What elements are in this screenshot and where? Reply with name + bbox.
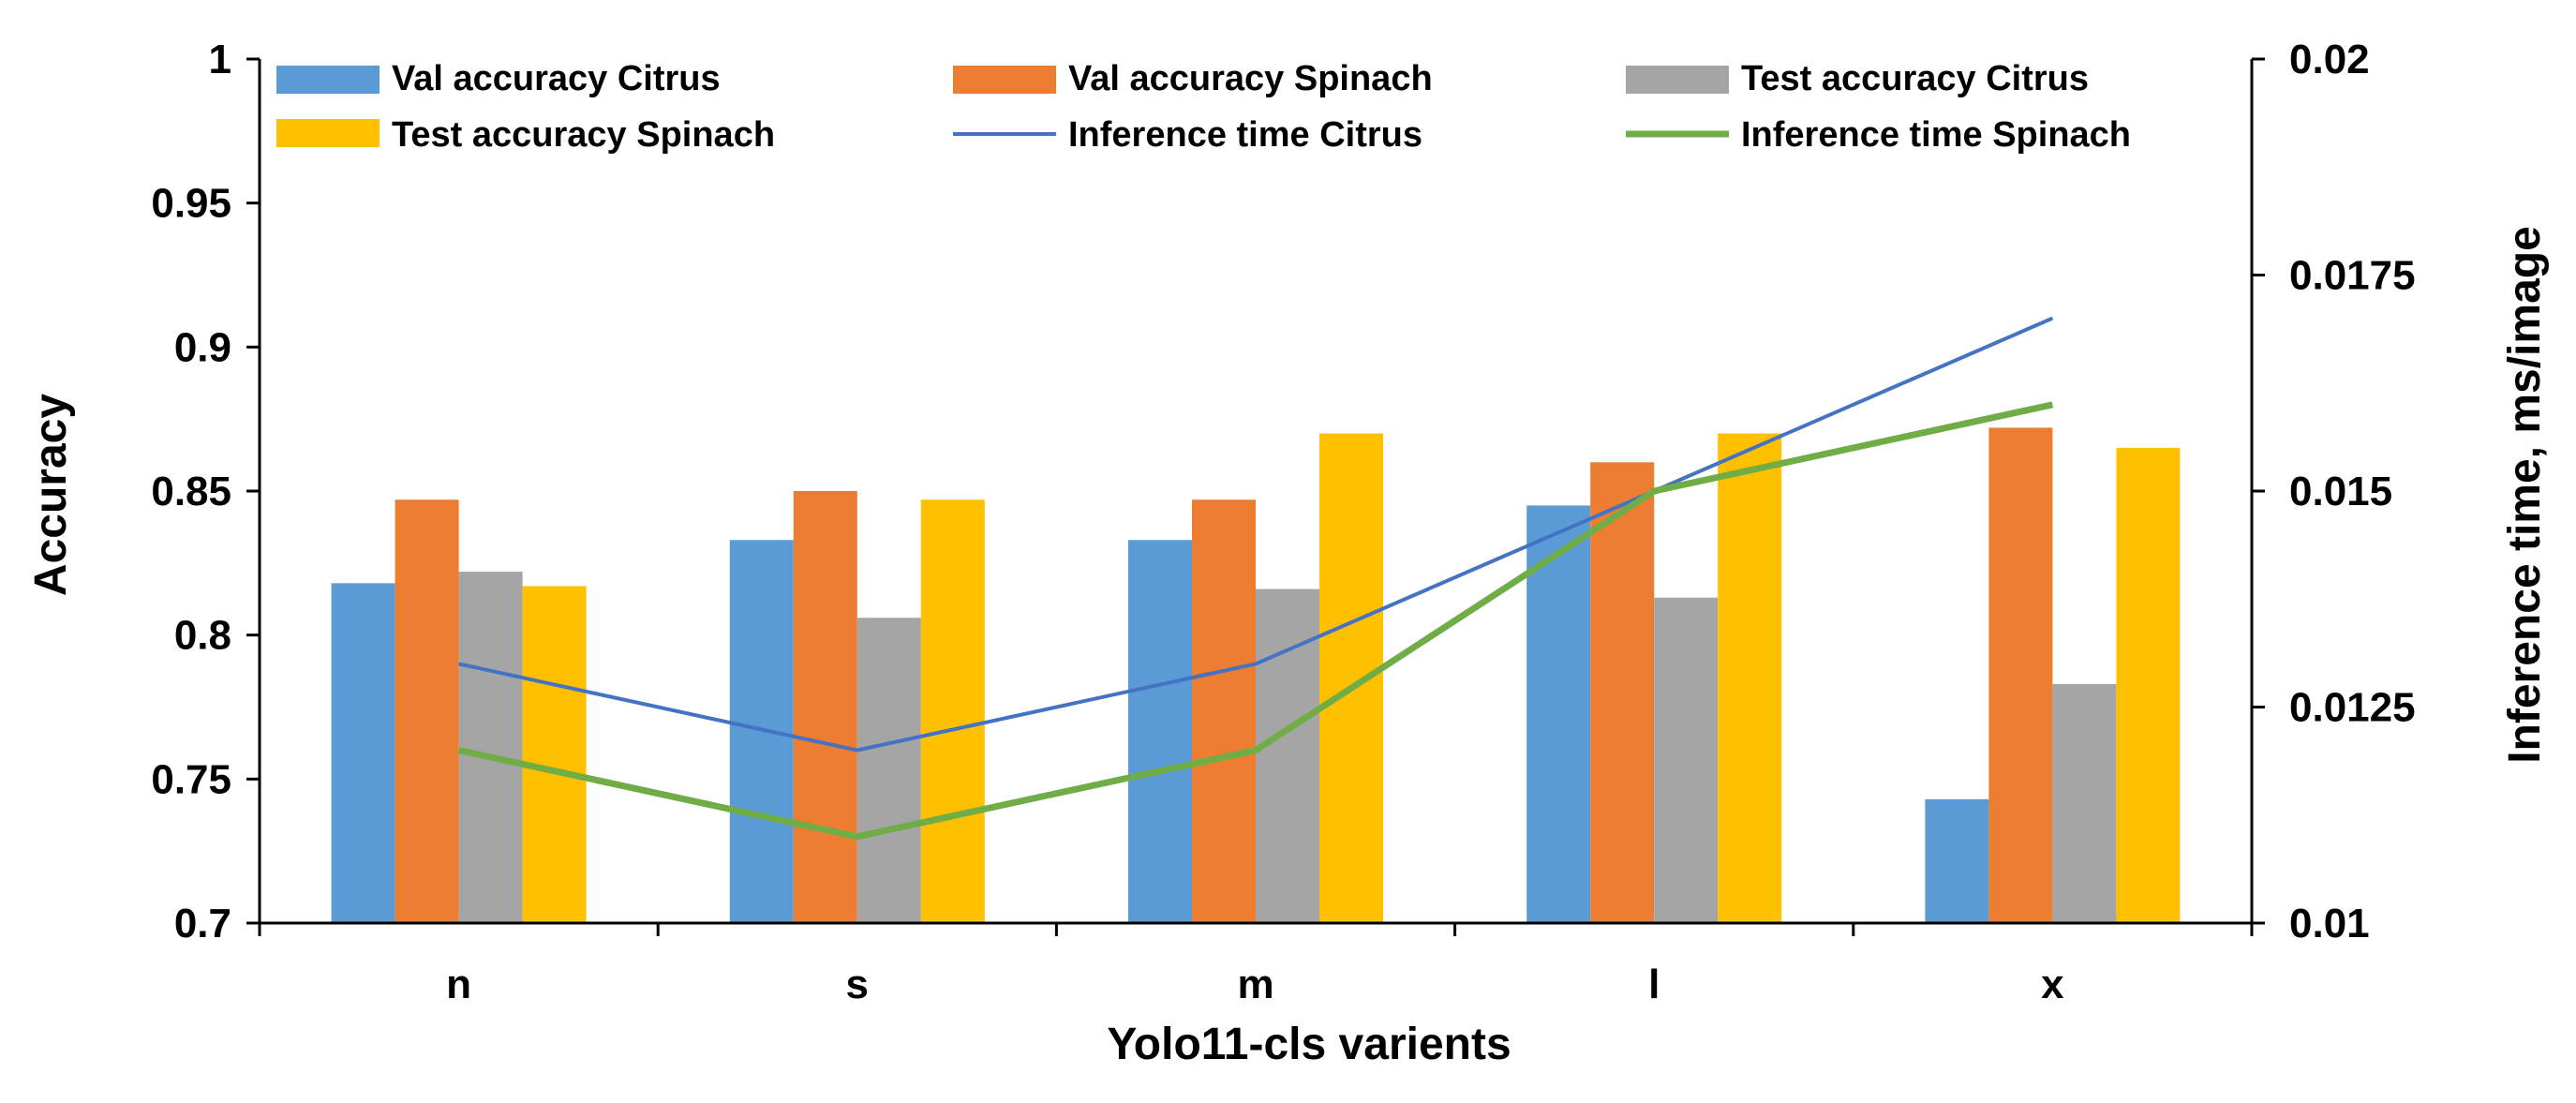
y2-axis-title: Inference time, ms/image bbox=[2500, 226, 2550, 764]
y2-tick-label: 0.0125 bbox=[2289, 685, 2416, 731]
bar-val-accuracy-spinach-s bbox=[793, 491, 857, 923]
y-tick-label: 0.8 bbox=[174, 613, 231, 659]
bar-test-accuracy-citrus-l bbox=[1654, 597, 1719, 923]
bar-test-accuracy-citrus-x bbox=[2052, 683, 2117, 923]
x-tick-label-l: l bbox=[1648, 961, 1660, 1007]
bars-layer bbox=[331, 427, 2181, 923]
bar-test-accuracy-spinach-n bbox=[522, 586, 587, 923]
bar-val-accuracy-citrus-s bbox=[729, 540, 794, 923]
legend-label-val-citrus: Val accuracy Citrus bbox=[392, 59, 721, 98]
legend-label-inference-citrus: Inference time Citrus bbox=[1068, 115, 1422, 155]
bar-val-accuracy-spinach-l bbox=[1590, 462, 1655, 923]
axes-layer bbox=[246, 57, 2265, 936]
y-tick-label: 0.75 bbox=[151, 756, 231, 802]
y-tick-label: 0.95 bbox=[151, 181, 231, 227]
y-axis-title: Accuracy bbox=[26, 394, 76, 596]
legend: Val accuracy Citrus Val accuracy Spinach… bbox=[276, 59, 2131, 155]
bar-val-accuracy-spinach-n bbox=[395, 499, 459, 923]
lines-layer bbox=[457, 316, 2054, 841]
legend-swatch-test-citrus bbox=[1626, 66, 1729, 94]
bar-val-accuracy-citrus-x bbox=[1925, 798, 1989, 923]
ticks-layer: 0.7 0.75 0.8 0.85 0.9 0.95 1 0.01 0.0125 0.015 0.0… bbox=[151, 37, 2415, 1007]
y-tick-label: 0.7 bbox=[174, 901, 231, 946]
bar-test-accuracy-spinach-s bbox=[920, 499, 985, 923]
legend-swatch-test-spinach bbox=[276, 119, 380, 147]
bar-test-accuracy-citrus-n bbox=[458, 572, 523, 923]
x-axis-title: Yolo11-cls varients bbox=[1107, 1020, 1511, 1069]
y2-tick-label: 0.0175 bbox=[2289, 253, 2416, 299]
y2-tick-label: 0.02 bbox=[2289, 37, 2370, 82]
x-tick-label-n: n bbox=[446, 961, 471, 1007]
y-tick-label: 0.9 bbox=[174, 324, 231, 370]
y-tick-label: 1 bbox=[209, 37, 231, 82]
x-tick-label-s: s bbox=[846, 961, 869, 1007]
y2-tick-label: 0.01 bbox=[2289, 901, 2370, 946]
y2-tick-label: 0.015 bbox=[2289, 469, 2392, 514]
bar-test-accuracy-citrus-s bbox=[856, 618, 921, 923]
x-tick-label-m: m bbox=[1237, 961, 1273, 1007]
bar-test-accuracy-spinach-m bbox=[1319, 433, 1383, 923]
bar-test-accuracy-spinach-l bbox=[1718, 433, 1782, 923]
bar-val-accuracy-citrus-l bbox=[1526, 505, 1591, 923]
bar-test-accuracy-citrus-m bbox=[1256, 589, 1319, 923]
legend-swatch-val-citrus bbox=[276, 66, 380, 94]
bar-val-accuracy-spinach-m bbox=[1192, 499, 1256, 923]
y-tick-label: 0.85 bbox=[151, 469, 231, 514]
bar-val-accuracy-spinach-x bbox=[1988, 427, 2053, 923]
legend-label-test-spinach: Test accuracy Spinach bbox=[392, 115, 775, 155]
legend-label-val-spinach: Val accuracy Spinach bbox=[1068, 59, 1433, 98]
x-tick-label-x: x bbox=[2041, 961, 2064, 1007]
bar-val-accuracy-citrus-m bbox=[1128, 540, 1192, 923]
bar-test-accuracy-spinach-x bbox=[2116, 447, 2181, 923]
legend-label-inference-spinach: Inference time Spinach bbox=[1741, 115, 2131, 155]
legend-label-test-citrus: Test accuracy Citrus bbox=[1741, 59, 2089, 98]
bar-val-accuracy-citrus-n bbox=[331, 583, 395, 923]
legend-swatch-val-spinach bbox=[953, 66, 1056, 94]
